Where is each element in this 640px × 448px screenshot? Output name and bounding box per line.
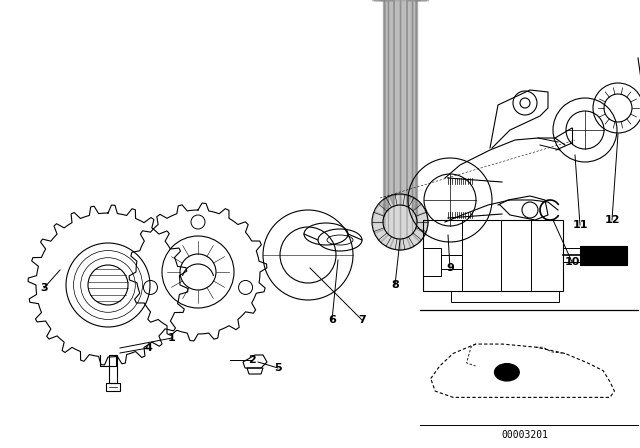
Text: 11: 11	[572, 220, 588, 230]
Text: 6: 6	[328, 315, 336, 325]
Text: 9: 9	[446, 263, 454, 273]
Text: 00003201: 00003201	[502, 430, 548, 440]
Bar	[424, 248, 441, 276]
Bar	[109, 355, 117, 383]
Text: 2: 2	[248, 355, 256, 365]
Text: 1: 1	[168, 333, 176, 343]
Bar	[106, 383, 120, 391]
Text: 4: 4	[144, 343, 152, 353]
Text: 12: 12	[604, 215, 620, 225]
Bar	[441, 255, 462, 269]
Text: 10: 10	[564, 257, 580, 267]
Text: 3: 3	[40, 283, 48, 293]
Text: 8: 8	[391, 280, 399, 290]
Bar	[451, 291, 559, 302]
Text: 7: 7	[358, 315, 366, 325]
Text: 5: 5	[274, 363, 282, 373]
Circle shape	[495, 364, 519, 381]
Bar	[580, 246, 627, 265]
Bar	[424, 220, 563, 291]
